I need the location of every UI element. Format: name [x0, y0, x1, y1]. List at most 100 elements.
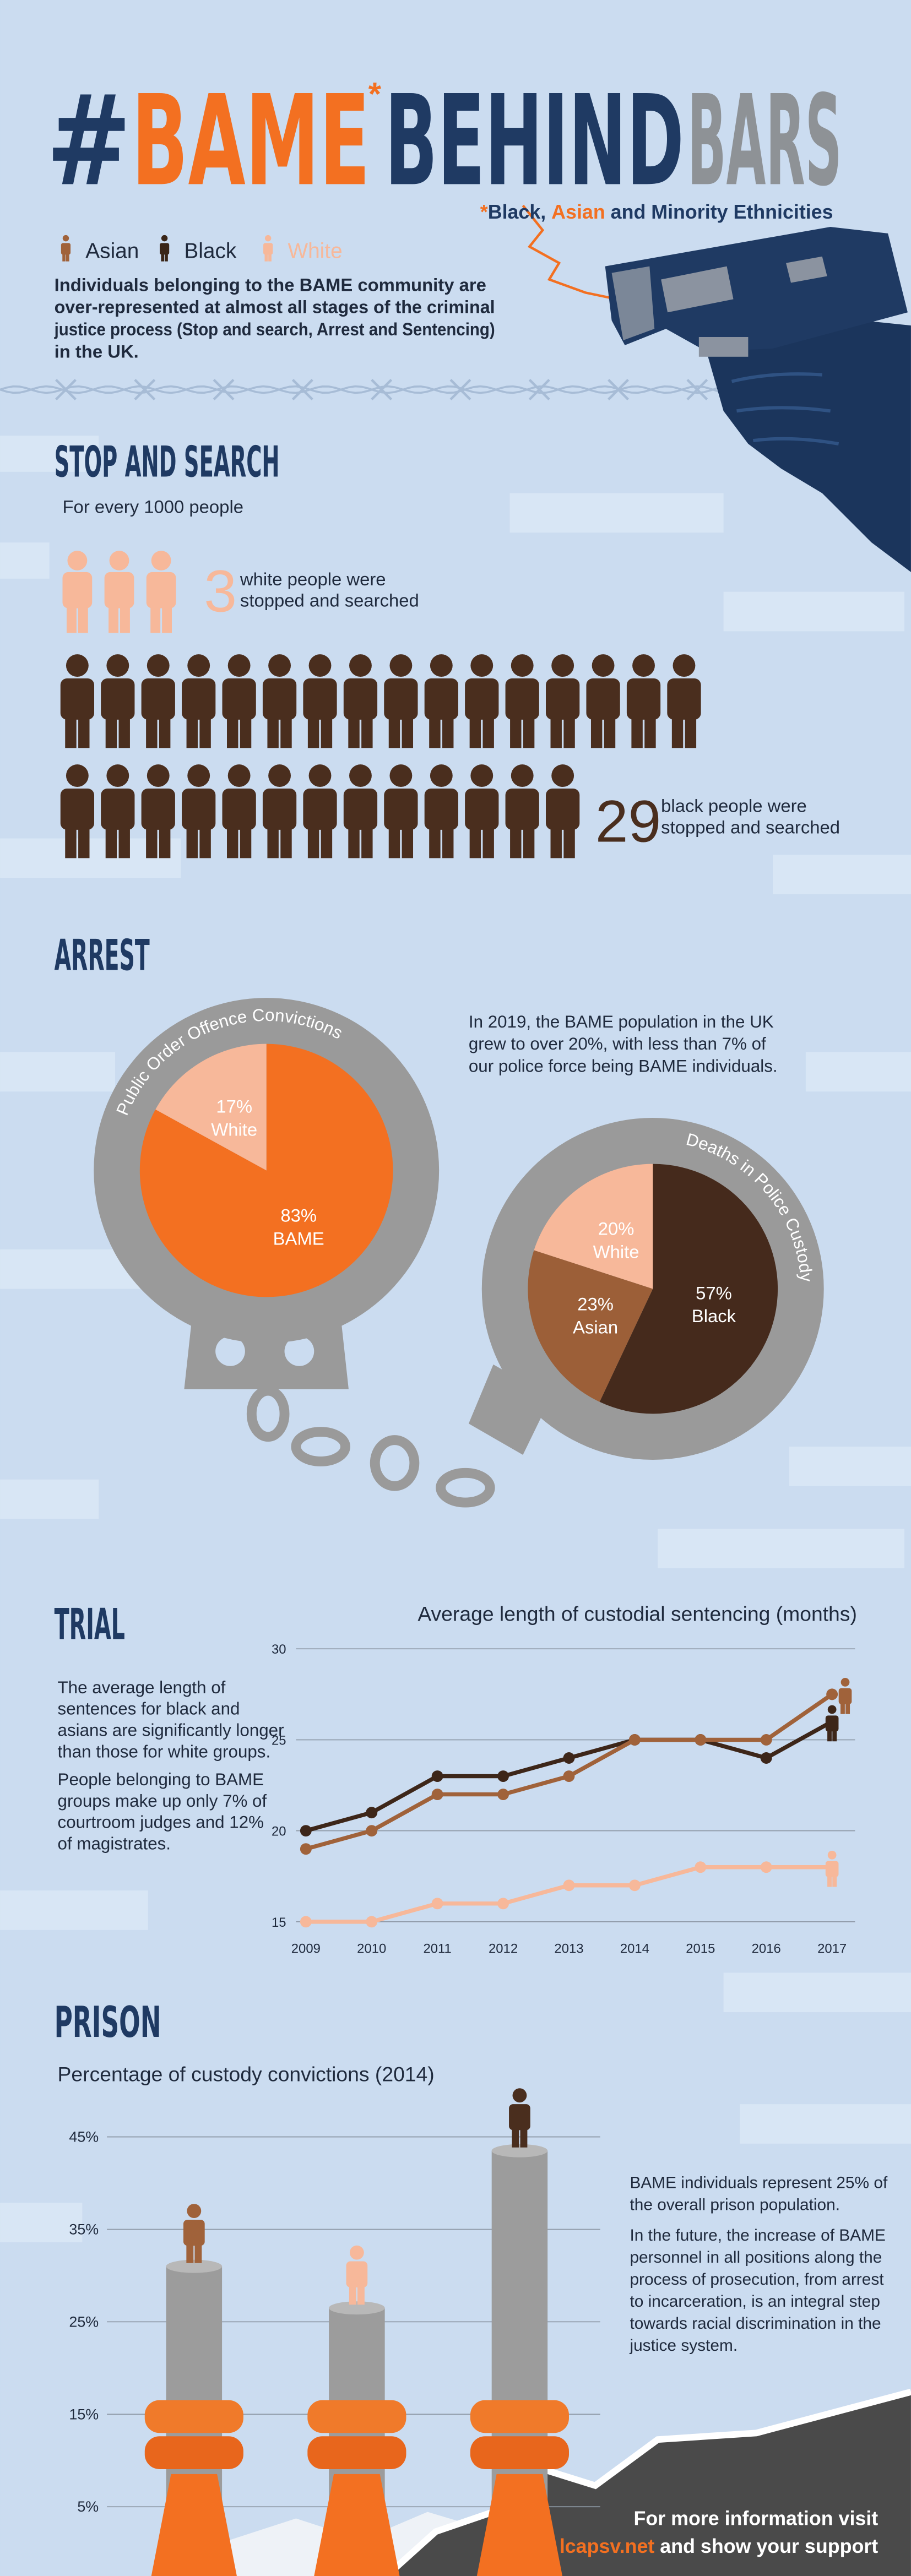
person-leg — [66, 603, 77, 633]
barbed-wire — [0, 379, 770, 401]
person-body — [146, 572, 176, 608]
series-point — [628, 1734, 641, 1746]
text-line: courtroom judges and 12% — [58, 1813, 264, 1832]
pie-category-label: Asian — [573, 1317, 618, 1337]
text-line: justice system. — [629, 2336, 738, 2355]
text-line: than those for white groups. — [58, 1742, 271, 1761]
person-leg — [590, 714, 603, 748]
text-line: the overall prison population. — [630, 2195, 840, 2214]
legend-label: Asian — [85, 240, 139, 263]
person-body — [60, 788, 95, 830]
person-head — [512, 2088, 527, 2103]
person-head — [106, 764, 129, 787]
legend-label: White — [288, 240, 342, 263]
person-leg — [118, 714, 130, 748]
series-point — [300, 1825, 312, 1837]
person-head — [470, 764, 494, 787]
person-body — [667, 678, 701, 720]
subtitle-part: and Minority Ethnicities — [605, 201, 833, 223]
text-line: The average length of — [58, 1678, 226, 1697]
wire-barb — [55, 379, 77, 401]
person-leg — [469, 824, 481, 858]
title-part: # — [46, 68, 132, 214]
wire-barb — [608, 379, 630, 401]
wire-barb — [291, 379, 313, 401]
person-body — [262, 678, 297, 720]
footer-line: lcapsv.net and show your support — [560, 2535, 878, 2557]
person-leg — [227, 714, 238, 748]
text-line: groups make up only 7% of — [58, 1791, 267, 1811]
text-line: sentences for black and — [58, 1699, 240, 1719]
text-line: In the future, the increase of BAME — [630, 2226, 886, 2245]
person-head — [187, 654, 210, 677]
person-head — [430, 654, 453, 677]
series-point — [563, 1770, 575, 1782]
black-count: 29 — [595, 788, 661, 854]
person-head — [106, 654, 129, 677]
person-head — [227, 654, 251, 677]
person-leg — [78, 824, 90, 858]
sleeve — [151, 2474, 237, 2576]
bar-cap — [329, 2301, 385, 2315]
person-body — [384, 788, 418, 830]
person-body — [222, 678, 256, 720]
person-leg — [563, 824, 575, 858]
person-leg — [162, 603, 172, 633]
x-tick-label: 2014 — [620, 1942, 649, 1957]
person-head — [147, 764, 170, 787]
section-title: ARREST — [55, 931, 150, 980]
series-point — [563, 1752, 575, 1764]
text-line: process of prosecution, from arrest — [630, 2270, 884, 2289]
person-head — [161, 235, 168, 242]
person-body — [262, 788, 297, 830]
person-leg — [159, 824, 171, 858]
person-leg — [832, 1874, 837, 1887]
x-tick-label: 2009 — [291, 1942, 321, 1957]
series-point — [366, 1916, 378, 1928]
white-count: 3 — [204, 558, 237, 624]
wire-barb — [134, 379, 156, 401]
text-line: over-represented at almost all stages of… — [55, 297, 495, 317]
person-leg — [186, 714, 198, 748]
section-title: STOP AND SEARCH — [55, 438, 280, 487]
person-leg — [280, 824, 292, 858]
text-line: BAME individuals represent 25% of — [630, 2173, 888, 2192]
person-head — [308, 764, 332, 787]
wire-barb — [213, 379, 235, 401]
person-leg — [109, 603, 119, 633]
person-body — [182, 678, 216, 720]
pie-value-label: 23% — [577, 1294, 614, 1314]
text-line: personnel in all positions along the — [630, 2248, 882, 2267]
y-tick-label: 20 — [272, 1824, 286, 1839]
x-tick-label: 2017 — [817, 1942, 847, 1957]
person-leg — [469, 714, 481, 748]
black-people-icons — [60, 654, 701, 858]
text-line: stopped and searched — [661, 817, 840, 838]
text-line: to incarceration, is an integral step — [630, 2292, 880, 2311]
person-head — [470, 654, 494, 677]
pie-category-label: White — [211, 1119, 257, 1139]
person-body — [546, 788, 580, 830]
series-point — [497, 1770, 509, 1782]
fist — [470, 2400, 569, 2433]
person-head — [67, 551, 88, 570]
person-leg — [65, 714, 77, 748]
person-leg — [429, 714, 441, 748]
person-body — [838, 1688, 852, 1704]
person-leg — [604, 714, 616, 748]
person-leg — [78, 714, 90, 748]
person-leg — [199, 714, 211, 748]
person-leg — [402, 714, 414, 748]
person-body — [303, 788, 337, 830]
y-tick-label: 45% — [69, 2129, 99, 2145]
footer-line: For more information visit — [633, 2507, 878, 2529]
person-leg — [348, 714, 360, 748]
person-body — [424, 788, 458, 830]
person-leg — [361, 824, 373, 858]
person-head — [109, 551, 129, 570]
person-leg — [349, 2284, 356, 2305]
person-body — [303, 678, 337, 720]
title-part: BARS — [687, 68, 842, 214]
section-title: PRISON — [55, 1998, 161, 2047]
text-line: in the UK. — [55, 341, 139, 361]
